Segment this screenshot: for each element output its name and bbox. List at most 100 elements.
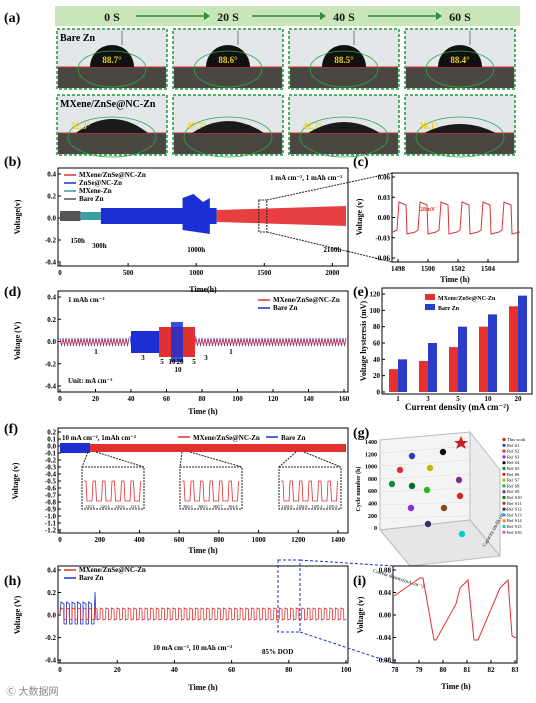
d-x-label: 120 (268, 395, 279, 403)
g-z-tick: 400 (368, 502, 377, 508)
e-bar-bare (458, 326, 467, 392)
f-y-label: -1.0 (45, 513, 57, 521)
h-condition: 10 mA cm⁻², 10 mAh cm⁻² (153, 644, 232, 652)
substrate (406, 133, 514, 154)
panel-g-label: (g) (353, 426, 370, 441)
g-legend-entry: Ref S1 (507, 443, 519, 448)
g-legend-marker (502, 478, 506, 482)
f-inset-trace (281, 480, 338, 502)
d-rate-label: 3 (204, 354, 208, 362)
fit-circle (415, 116, 505, 158)
f-condition: 10 mA cm⁻², 1mAh cm⁻² (62, 434, 136, 442)
g-ref-point (440, 504, 448, 512)
contact-angle-value: 88.5° (334, 55, 354, 65)
b-annotation: 150h (71, 237, 86, 245)
c-y-label: -0.06 (375, 255, 390, 263)
droplet (308, 122, 380, 133)
h-x-label: 80 (285, 666, 293, 674)
d-y-label: -0.2 (45, 360, 57, 368)
panel-d: (d) 0.40.20.0-0.2-0.40 20 40 60 80 100 120 140 1… (4, 285, 350, 416)
i-x-label: 83 (512, 666, 520, 674)
f-y-label: -0.3 (45, 464, 57, 472)
h-zoom-connector (299, 559, 394, 567)
sample-name: Bare Zn (60, 33, 96, 44)
g-legend-entry: Ref S8 (507, 483, 520, 488)
g-legend-entry: Ref S12 (507, 507, 522, 512)
b-legend-entry: Bare Zn (79, 195, 104, 203)
d-x-label: 160 (339, 395, 350, 403)
b-ylabel: Voltage(v) (13, 199, 22, 234)
b-x-label: 1500 (257, 269, 272, 277)
h-y-label: 0.0 (47, 612, 56, 620)
h-y-label: 0.2 (47, 589, 56, 597)
g-legend-marker (502, 530, 506, 534)
contact-angle-value: 47.7° (187, 121, 207, 131)
d-bare-peak (171, 322, 183, 362)
fit-circle (77, 50, 147, 88)
c-x-label: 1502 (451, 265, 466, 273)
b-legend-entry: MXene-Zn (79, 187, 112, 195)
g-floor (379, 519, 501, 567)
c-y-label: -0.03 (375, 234, 390, 242)
h-x-label: 100 (341, 666, 352, 674)
e-y-label: 60 (373, 340, 381, 348)
f-y-label: -0.2 (45, 457, 57, 465)
g-legend-marker (502, 461, 506, 465)
e-y-label: 0 (377, 389, 381, 397)
f-inset-tick: 1285.4 (312, 504, 323, 509)
droplet (206, 45, 250, 67)
g-legend-marker (502, 519, 506, 523)
c-y-label: 0.03 (378, 194, 391, 202)
d-y-label: 0.2 (47, 316, 56, 324)
h-x-label: 20 (114, 666, 122, 674)
g-legend-entry: Ref S11 (507, 501, 521, 506)
f-inset-tick: 860.5 (199, 504, 208, 509)
watermark-text: Ⓒ 大数据网 (6, 685, 59, 698)
h-legend-entry: MXene/ZnSe@NC-Zn (79, 566, 146, 574)
contact-angle-frame: 47.7° (172, 94, 284, 158)
g-legend-entry: Ref S5 (507, 466, 520, 471)
time-arrow-head (436, 12, 442, 20)
f-inset-tick: 1284.8 (282, 504, 293, 509)
contact-angle-frame: 42.7° (288, 94, 400, 158)
panel-c-plot-frame (391, 172, 519, 263)
substrate (58, 67, 166, 88)
g-legend-marker (502, 455, 506, 459)
f-inset-tick: 860.7 (214, 504, 223, 509)
g-z-tick: 600 (368, 489, 377, 495)
panel-a-label: (a) (4, 11, 21, 26)
g-legend-marker (502, 449, 506, 453)
fit-circle (309, 50, 379, 88)
substrate (58, 133, 166, 154)
e-x-label: 1 (396, 395, 400, 403)
g-legend-entry: Ref S7 (507, 478, 520, 483)
f-inset-connector (95, 451, 145, 468)
e-bar-bare (518, 295, 527, 392)
e-y-label: 100 (370, 307, 381, 315)
g-legend-marker (502, 443, 506, 447)
d-rate-label: 5 (192, 358, 196, 366)
h-zoom-connector (299, 631, 394, 664)
d-x-label: 80 (199, 395, 207, 403)
e-y-label: 20 (373, 372, 381, 380)
g-legend-entry: Ref S4 (507, 460, 520, 465)
d-xlabel: Time (h) (188, 407, 218, 416)
d-x-label: 100 (232, 395, 243, 403)
e-bar-mxene (419, 360, 428, 392)
panel-g-3d-plot: 1400 1200 1000 800 600 400 200 0 Cycle number (h… (355, 430, 526, 590)
e-legend-swatch (425, 304, 435, 310)
contact-angle-value: 88.6° (218, 55, 238, 65)
contact-angle-images: 88.7° Bare Zn 88.6° 88.5° 88.4° 52.3° MXene/Zn… (56, 28, 516, 158)
g-gridline (379, 459, 471, 467)
contact-angle-frame: 88.6° (172, 28, 284, 90)
panel-c-label: (c) (353, 155, 369, 170)
e-bar-bare (398, 359, 407, 392)
f-inset-trace (182, 480, 239, 502)
d-ylabel: Voltage (V) (13, 321, 22, 360)
e-y-label: 40 (373, 356, 381, 364)
g-ref-point (455, 476, 463, 484)
b-annotation: 300h (92, 242, 107, 250)
h-y-label: -0.2 (45, 634, 57, 642)
